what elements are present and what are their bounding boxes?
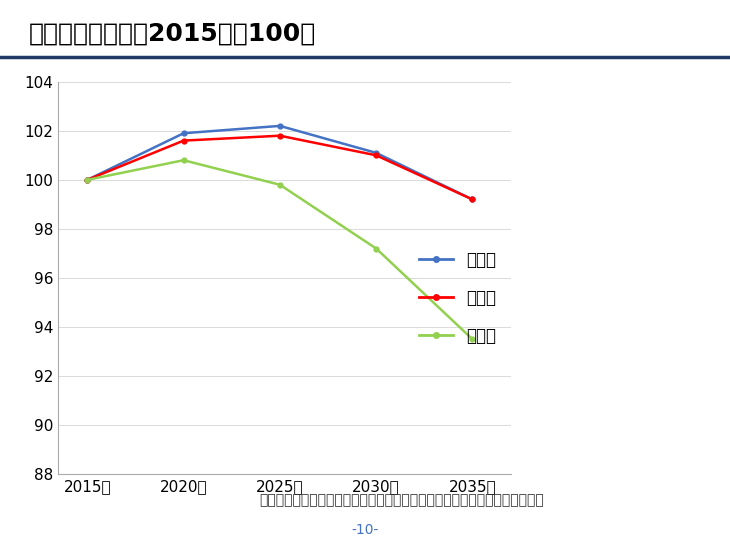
Text: （国立社会保障・人口問題研究所「日本の地域別将来推計人口」より作成）: （国立社会保障・人口問題研究所「日本の地域別将来推計人口」より作成） [259,493,544,507]
Text: 将来世帯数予測（2015年＝100）: 将来世帯数予測（2015年＝100） [29,22,316,46]
Legend: 東京都, 愛知県, 大阪府: 東京都, 愛知県, 大阪府 [412,244,503,351]
Text: -10-: -10- [351,523,379,537]
